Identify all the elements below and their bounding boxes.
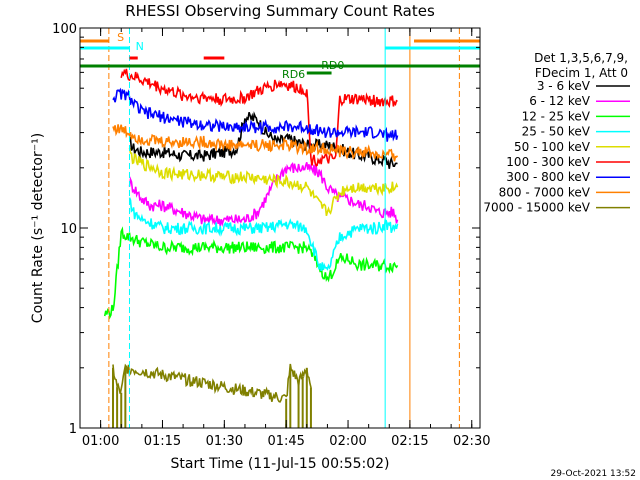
x-tick-label: 01:15: [144, 434, 181, 449]
plot-frame: [79, 27, 481, 429]
series-line: [112, 363, 312, 403]
y-axis-label: Count Rate (s⁻¹ detector⁻¹): [30, 133, 46, 323]
legend-entry-label: 3 - 6 keV: [537, 79, 591, 93]
legend-entry-label: 7000 - 15000 keV: [483, 201, 590, 215]
annotation-label: RD6: [282, 68, 305, 81]
x-tick-label: 01:45: [267, 434, 304, 449]
timestamp: 29-Oct-2021 13:52: [551, 469, 636, 479]
x-tick-label: 01:30: [206, 434, 243, 449]
axes: 100 10 1 01:00 01:15 01:30 01:45 02:00 02:15 02:3…: [52, 22, 490, 449]
legend-entry-label: 6 - 12 keV: [529, 94, 591, 108]
legend-header-2: FDecim 1, Att 0: [535, 66, 628, 80]
series-line: [103, 226, 399, 320]
series-line: [112, 87, 399, 142]
series-line: [128, 162, 399, 228]
x-tick-label: 02:30: [453, 434, 490, 449]
series-line: [128, 147, 399, 216]
annotation-label: S: [117, 31, 124, 44]
legend-entry-label: 100 - 300 keV: [506, 155, 590, 169]
y-tick-label: 10: [60, 222, 77, 237]
y-tick-label: 100: [52, 22, 77, 37]
x-tick-label: 02:00: [329, 434, 366, 449]
legend-entry-label: 800 - 7000 keV: [499, 185, 591, 199]
annotation-label: N: [136, 40, 144, 53]
legend-entry-label: 25 - 50 keV: [522, 125, 591, 139]
overlay-bars: SN RD6 RD0: [80, 28, 480, 428]
series-line: [128, 111, 398, 169]
series-line: [120, 68, 398, 167]
x-tick-label: 02:15: [391, 434, 428, 449]
x-tick-label: 01:00: [82, 434, 119, 449]
series-line: [128, 197, 399, 272]
chart-title: RHESSI Observing Summary Count Rates: [125, 2, 435, 20]
legend-entry-label: 300 - 800 keV: [506, 170, 590, 184]
annotation-label: RD0: [321, 59, 344, 72]
plot-area: [103, 68, 399, 428]
legend-header-1: Det 1,3,5,6,7,9,: [534, 51, 628, 65]
y-tick-label: 1: [69, 422, 77, 437]
legend-entry-label: 50 - 100 keV: [514, 140, 591, 154]
x-axis-label: Start Time (11-Jul-15 00:55:02): [170, 456, 389, 472]
legend-entry-label: 12 - 25 keV: [522, 109, 591, 123]
series-line: [112, 124, 399, 162]
